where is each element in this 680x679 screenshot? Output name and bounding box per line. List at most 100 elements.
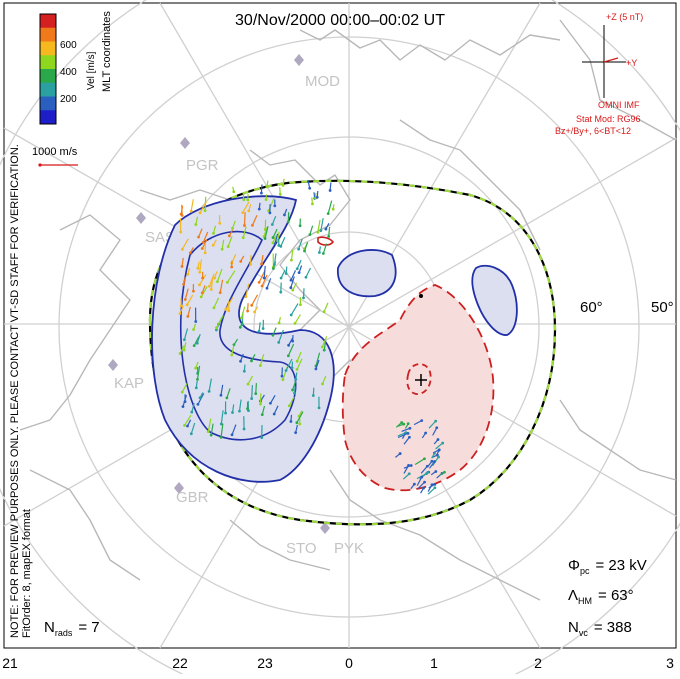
velocity-vector-origin — [196, 342, 199, 345]
velocity-vector-origin — [261, 413, 264, 416]
velocity-vector-origin — [294, 322, 297, 325]
velocity-vector-origin — [327, 235, 330, 238]
velocity-vector-origin — [201, 291, 204, 294]
velocity-vector-origin — [265, 198, 268, 201]
velocity-vector-origin — [213, 306, 216, 309]
velocity-vector-origin — [239, 326, 242, 329]
velocity-vector-origin — [291, 340, 294, 343]
velocity-vector-origin — [437, 438, 440, 441]
reference-vector-label: 1000 m/s — [32, 146, 78, 158]
velocity-vector-origin — [282, 184, 285, 187]
station-label-gbr: GBR — [176, 489, 209, 506]
velocity-vector-origin — [220, 394, 223, 397]
velocity-vector-origin — [192, 328, 195, 331]
velocity-vector-origin — [201, 247, 204, 250]
velocity-vector-origin — [420, 476, 423, 479]
velocity-vector-origin — [264, 228, 267, 231]
velocity-vector-origin — [323, 310, 326, 313]
velocity-vector-origin — [231, 411, 234, 414]
velocity-vector-origin — [218, 222, 221, 225]
velocity-vector-origin — [422, 487, 425, 490]
velocity-vector-origin — [195, 386, 198, 389]
velocity-vector-origin — [186, 315, 189, 318]
velocity-vector-origin — [263, 277, 266, 280]
velocity-vector-origin — [230, 266, 233, 269]
mlt-tick-label: 1 — [430, 655, 438, 671]
velocity-vector-origin — [316, 196, 319, 199]
velocity-vector-origin — [296, 267, 299, 270]
station-label-pyk: PYK — [334, 540, 364, 557]
velocity-vector-origin — [224, 308, 227, 311]
negative-contour-island — [338, 250, 396, 296]
velocity-vector-origin — [273, 263, 276, 266]
velocity-vector-origin — [224, 412, 227, 415]
velocity-vector-origin — [204, 209, 207, 212]
velocity-vector-origin — [426, 471, 429, 474]
velocity-vector-origin — [435, 426, 438, 429]
lat-label-50: 50° — [651, 299, 674, 316]
velocity-vector-origin — [407, 422, 410, 425]
velocity-vector-origin — [434, 483, 437, 486]
velocity-vector-origin — [316, 231, 319, 234]
velocity-vector-origin — [243, 370, 246, 373]
velocity-vector-origin — [226, 281, 229, 284]
velocity-vector-origin — [443, 471, 446, 474]
velocity-vector-origin — [273, 204, 276, 207]
velocity-vector-origin — [243, 224, 246, 227]
velocity-vector-origin — [261, 285, 264, 288]
velocity-vector-origin — [279, 291, 282, 294]
velocity-vector-origin — [410, 464, 413, 467]
velocity-vector-origin — [197, 236, 200, 239]
preview-note: NOTE: FOR PREVIEW PURPOSES ONLY. PLEASE … — [9, 144, 21, 638]
velocity-vector-origin — [254, 392, 257, 395]
velocity-vector-origin — [295, 421, 298, 424]
velocity-vector-origin — [399, 452, 402, 455]
velocity-vector-origin — [182, 283, 185, 286]
velocity-vector-origin — [260, 192, 263, 195]
velocity-vector-origin — [245, 295, 248, 298]
velocity-vector-origin — [279, 193, 282, 196]
velocity-vector-origin — [259, 364, 262, 367]
colour-bar-cell — [40, 83, 56, 97]
velocity-vector-origin — [308, 233, 311, 236]
velocity-vector-origin — [239, 260, 242, 263]
velocity-vector-origin — [183, 349, 186, 352]
velocity-vector-origin — [264, 237, 267, 240]
velocity-vector-origin — [407, 432, 410, 435]
velocity-vector-origin — [238, 410, 241, 413]
velocity-vector-origin — [426, 465, 429, 468]
velocity-vector-origin — [241, 211, 244, 214]
mlt-tick-label: 21 — [2, 655, 18, 671]
velocity-vector-origin — [290, 314, 293, 317]
velocity-vector-origin — [221, 248, 224, 251]
imf-source: OMNI IMF — [598, 100, 640, 110]
velocity-vector-origin — [192, 290, 195, 293]
potential-min-marker — [419, 294, 423, 298]
velocity-vector-origin — [424, 432, 427, 435]
velocity-vector-origin — [212, 232, 215, 235]
velocity-vector-origin — [298, 271, 301, 274]
velocity-vector-origin — [243, 428, 246, 431]
velocity-vector-origin — [314, 367, 317, 370]
velocity-vector-origin — [181, 248, 184, 251]
velocity-vector-origin — [437, 456, 440, 459]
velocity-vector-origin — [197, 403, 200, 406]
velocity-vector-origin — [285, 272, 288, 275]
velocity-vector-origin — [250, 304, 253, 307]
velocity-vector-origin — [207, 430, 210, 433]
velocity-vector-origin — [287, 354, 290, 357]
mlt-tick-label: 3 — [666, 655, 674, 671]
station-label-sto: STO — [286, 540, 317, 557]
velocity-vector-origin — [242, 198, 245, 201]
imf-bin: Bz+/By+, 6<BT<12 — [555, 126, 631, 136]
velocity-vector-origin — [272, 236, 275, 239]
velocity-vector-origin — [213, 277, 216, 280]
velocity-vector-origin — [230, 354, 233, 357]
mlt-tick-label: 2 — [534, 655, 542, 671]
velocity-vector-origin — [291, 289, 294, 292]
velocity-vector-origin — [212, 244, 215, 247]
velocity-vector-origin — [202, 241, 205, 244]
velocity-vector-origin — [228, 235, 231, 238]
